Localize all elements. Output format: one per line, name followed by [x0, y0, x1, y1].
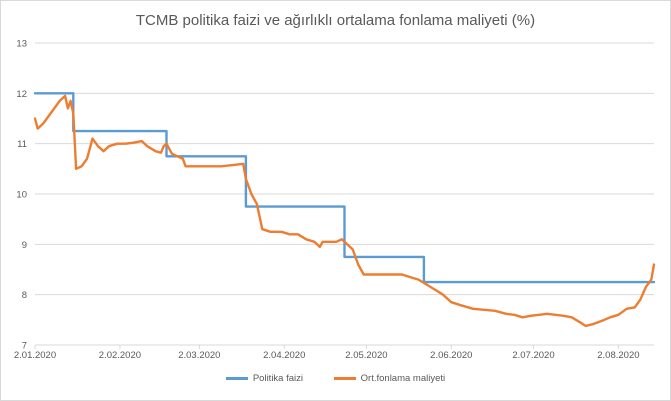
y-axis-ticks: 7 8 9 10 11 12 13 — [16, 39, 27, 352]
y-tick-label: 11 — [17, 139, 27, 150]
x-tick-label: 2.06.2020 — [430, 350, 472, 361]
x-axis-ticks: 2.01.2020 2.02.2020 2.03.2020 2.04.2020 2.05… — [14, 345, 640, 361]
legend-item-fonlama-maliyeti: Ort.fonlama maliyeti — [333, 373, 446, 384]
legend-item-politika-faizi: Politika faizi — [225, 373, 304, 384]
legend-swatch-fonlama-maliyeti — [333, 377, 356, 380]
y-tick-label: 10 — [16, 190, 27, 201]
y-tick-label: 12 — [16, 89, 27, 100]
legend: Politika faizi Ort.fonlama maliyeti — [0, 372, 671, 384]
y-tick-label: 13 — [16, 39, 27, 50]
x-tick-label: 2.01.2020 — [14, 350, 56, 361]
x-tick-label: 2.04.2020 — [263, 350, 305, 361]
legend-label-politika-faizi: Politika faizi — [252, 373, 304, 384]
legend-label-fonlama-maliyeti: Ort.fonlama maliyeti — [360, 373, 446, 384]
grid-lines — [35, 42, 654, 296]
series-line-fonlama-maliyeti — [33, 94, 656, 328]
series-line-politika-faizi — [33, 92, 656, 284]
x-tick-label: 2.02.2020 — [99, 350, 141, 361]
legend-swatch-politika-faizi — [225, 377, 248, 380]
y-tick-label: 9 — [22, 240, 27, 251]
chart-title: TCMB politika faizi ve ağırlıklı ortalam… — [135, 12, 536, 29]
x-tick-label: 2.08.2020 — [597, 350, 639, 361]
series-lines — [33, 92, 656, 328]
y-tick-label: 8 — [22, 290, 27, 301]
y-tick-label: 7 — [22, 341, 27, 352]
x-tick-label: 2.03.2020 — [178, 350, 220, 361]
x-tick-label: 2.05.2020 — [345, 350, 387, 361]
x-tick-label: 2.07.2020 — [512, 350, 554, 361]
